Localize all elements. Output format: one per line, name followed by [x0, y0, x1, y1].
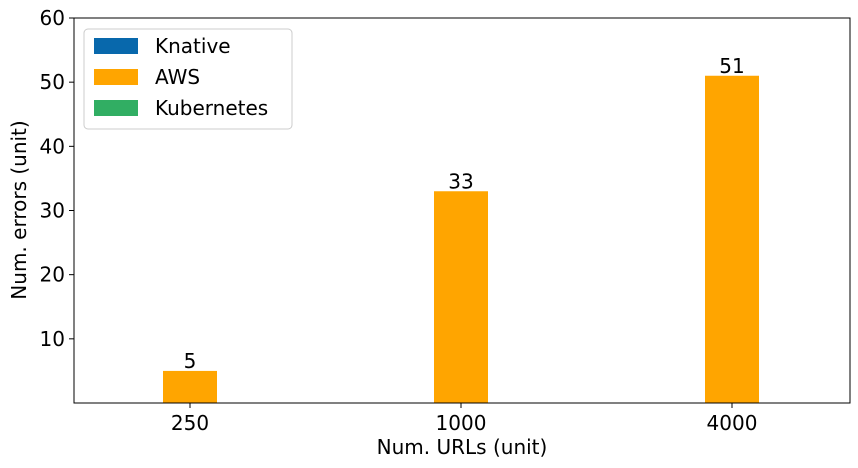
data-labels-layer: 5 33 51 — [184, 54, 745, 373]
x-tick-label-4000: 4000 — [707, 411, 758, 435]
y-tick-label-40: 40 — [40, 134, 65, 158]
data-label-1000: 33 — [448, 169, 473, 193]
y-tick-label-10: 10 — [40, 327, 65, 351]
legend: Knative AWS Kubernetes — [83, 28, 293, 130]
bar-aws-4000 — [705, 75, 759, 403]
y-tick-label-30: 30 — [40, 199, 65, 223]
legend-label-knative: Knative — [155, 34, 231, 58]
y-tick-label-50: 50 — [40, 70, 65, 94]
data-label-4000: 51 — [719, 54, 744, 78]
x-tick-label-1000: 1000 — [436, 411, 487, 435]
bar-aws-250 — [163, 370, 217, 403]
legend-label-aws: AWS — [155, 65, 200, 89]
y-axis-label: Num. errors (unit) — [7, 120, 31, 299]
bars-layer — [163, 75, 759, 403]
y-axis: 10 20 30 40 50 60 — [40, 6, 74, 351]
x-tick-label-250: 250 — [171, 411, 209, 435]
legend-swatch-kubernetes — [94, 100, 138, 116]
legend-swatch-aws — [94, 69, 138, 85]
x-axis-label: Num. URLs (unit) — [377, 435, 548, 459]
y-tick-label-20: 20 — [40, 263, 65, 287]
data-label-250: 5 — [184, 349, 197, 373]
bar-aws-1000 — [434, 191, 488, 403]
x-axis: 250 1000 4000 — [171, 403, 758, 435]
y-tick-label-60: 60 — [40, 6, 65, 30]
legend-swatch-knative — [94, 38, 138, 54]
legend-label-kubernetes: Kubernetes — [155, 96, 268, 120]
